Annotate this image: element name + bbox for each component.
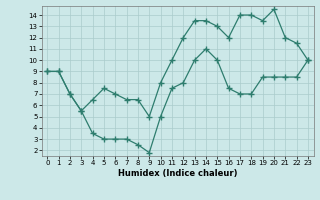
X-axis label: Humidex (Indice chaleur): Humidex (Indice chaleur) [118,169,237,178]
